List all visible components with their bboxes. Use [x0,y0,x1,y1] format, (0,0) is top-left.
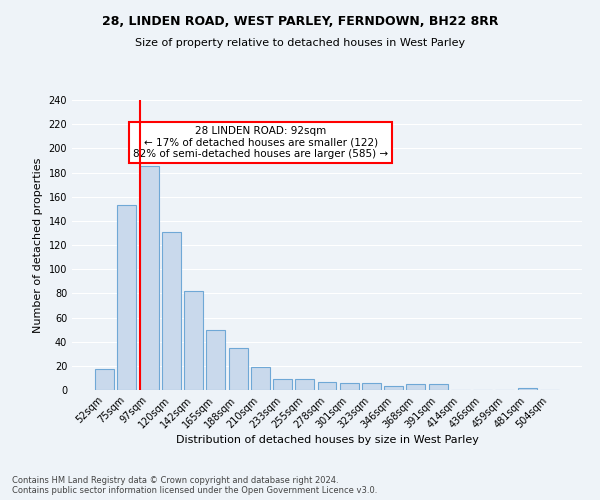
Text: Contains HM Land Registry data © Crown copyright and database right 2024.
Contai: Contains HM Land Registry data © Crown c… [12,476,377,495]
Bar [406,384,425,390]
Bar [384,386,403,390]
Bar [229,348,248,390]
Bar [429,384,448,390]
Bar [362,383,381,390]
Bar [518,388,536,390]
Text: 28, LINDEN ROAD, WEST PARLEY, FERNDOWN, BH22 8RR: 28, LINDEN ROAD, WEST PARLEY, FERNDOWN, … [102,15,498,28]
Y-axis label: Number of detached properties: Number of detached properties [33,158,43,332]
Bar [184,291,203,390]
Bar [295,379,314,390]
Bar [118,205,136,390]
Bar [317,382,337,390]
Text: Size of property relative to detached houses in West Parley: Size of property relative to detached ho… [135,38,465,48]
X-axis label: Distribution of detached houses by size in West Parley: Distribution of detached houses by size … [176,436,478,446]
Bar [206,330,225,390]
Bar [340,383,359,390]
Bar [95,370,114,390]
Bar [251,367,270,390]
Bar [162,232,181,390]
Text: 28 LINDEN ROAD: 92sqm
← 17% of detached houses are smaller (122)
82% of semi-det: 28 LINDEN ROAD: 92sqm ← 17% of detached … [133,126,388,160]
Bar [140,166,158,390]
Bar [273,379,292,390]
